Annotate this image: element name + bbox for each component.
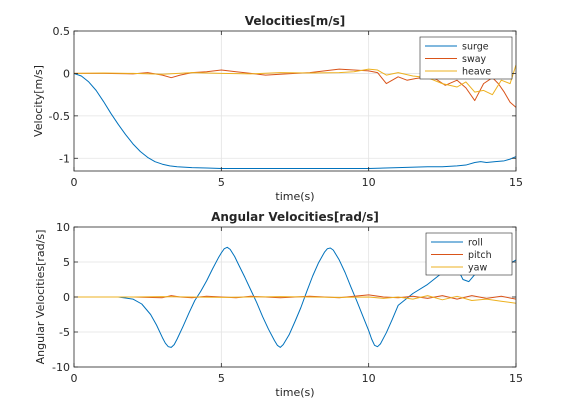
y-tick-label: 0.5 — [53, 25, 71, 38]
series-line-sway — [74, 68, 516, 108]
y-axis-label: Velocity[m/s] — [32, 65, 45, 137]
x-tick-label: 0 — [71, 176, 78, 189]
subplot-1: 0 5 10 15 -1 -0.5 0 0.5 Velocities[m/s] time(s) Ve… — [32, 14, 523, 203]
y-tick-label: 0 — [63, 67, 70, 80]
y-axis-label: Angular Velocities[rad/s] — [34, 230, 47, 365]
legend-label-pitch: pitch — [468, 250, 492, 261]
x-tick-label: 0 — [71, 372, 78, 385]
chart-title: Velocities[m/s] — [245, 14, 345, 28]
y-tick-label: -10 — [52, 361, 70, 374]
y-tick-label: 0 — [63, 291, 70, 304]
series-line-roll — [74, 246, 516, 348]
chart-title: Angular Velocities[rad/s] — [211, 210, 379, 224]
y-tick-label: 10 — [56, 221, 70, 234]
x-tick-label: 10 — [362, 176, 376, 189]
subplot-2: 0 5 10 15 -10 -5 0 5 10 Angular Velocities[rad/s]… — [34, 210, 523, 399]
legend-label-sway: sway — [462, 54, 487, 65]
x-axis-label: time(s) — [275, 190, 314, 203]
x-tick-label: 5 — [218, 176, 225, 189]
legend-label-heave: heave — [462, 67, 491, 78]
legend-label-yaw: yaw — [468, 263, 487, 274]
x-axis-label: time(s) — [275, 386, 314, 399]
y-tick-label: 5 — [63, 256, 70, 269]
x-tick-label: 15 — [509, 372, 523, 385]
series-line-heave — [74, 64, 516, 96]
y-tick-label: -5 — [59, 326, 70, 339]
y-tick-label: -1 — [59, 152, 70, 165]
series-line-yaw — [74, 295, 516, 304]
legend-label-surge: surge — [462, 42, 489, 53]
y-tick-label: -0.5 — [49, 110, 70, 123]
axes-box — [73, 30, 517, 172]
legend-label-roll: roll — [468, 238, 483, 249]
x-tick-label: 5 — [218, 372, 225, 385]
x-tick-label: 10 — [362, 372, 376, 385]
x-tick-label: 15 — [509, 176, 523, 189]
legend-box — [425, 232, 513, 276]
